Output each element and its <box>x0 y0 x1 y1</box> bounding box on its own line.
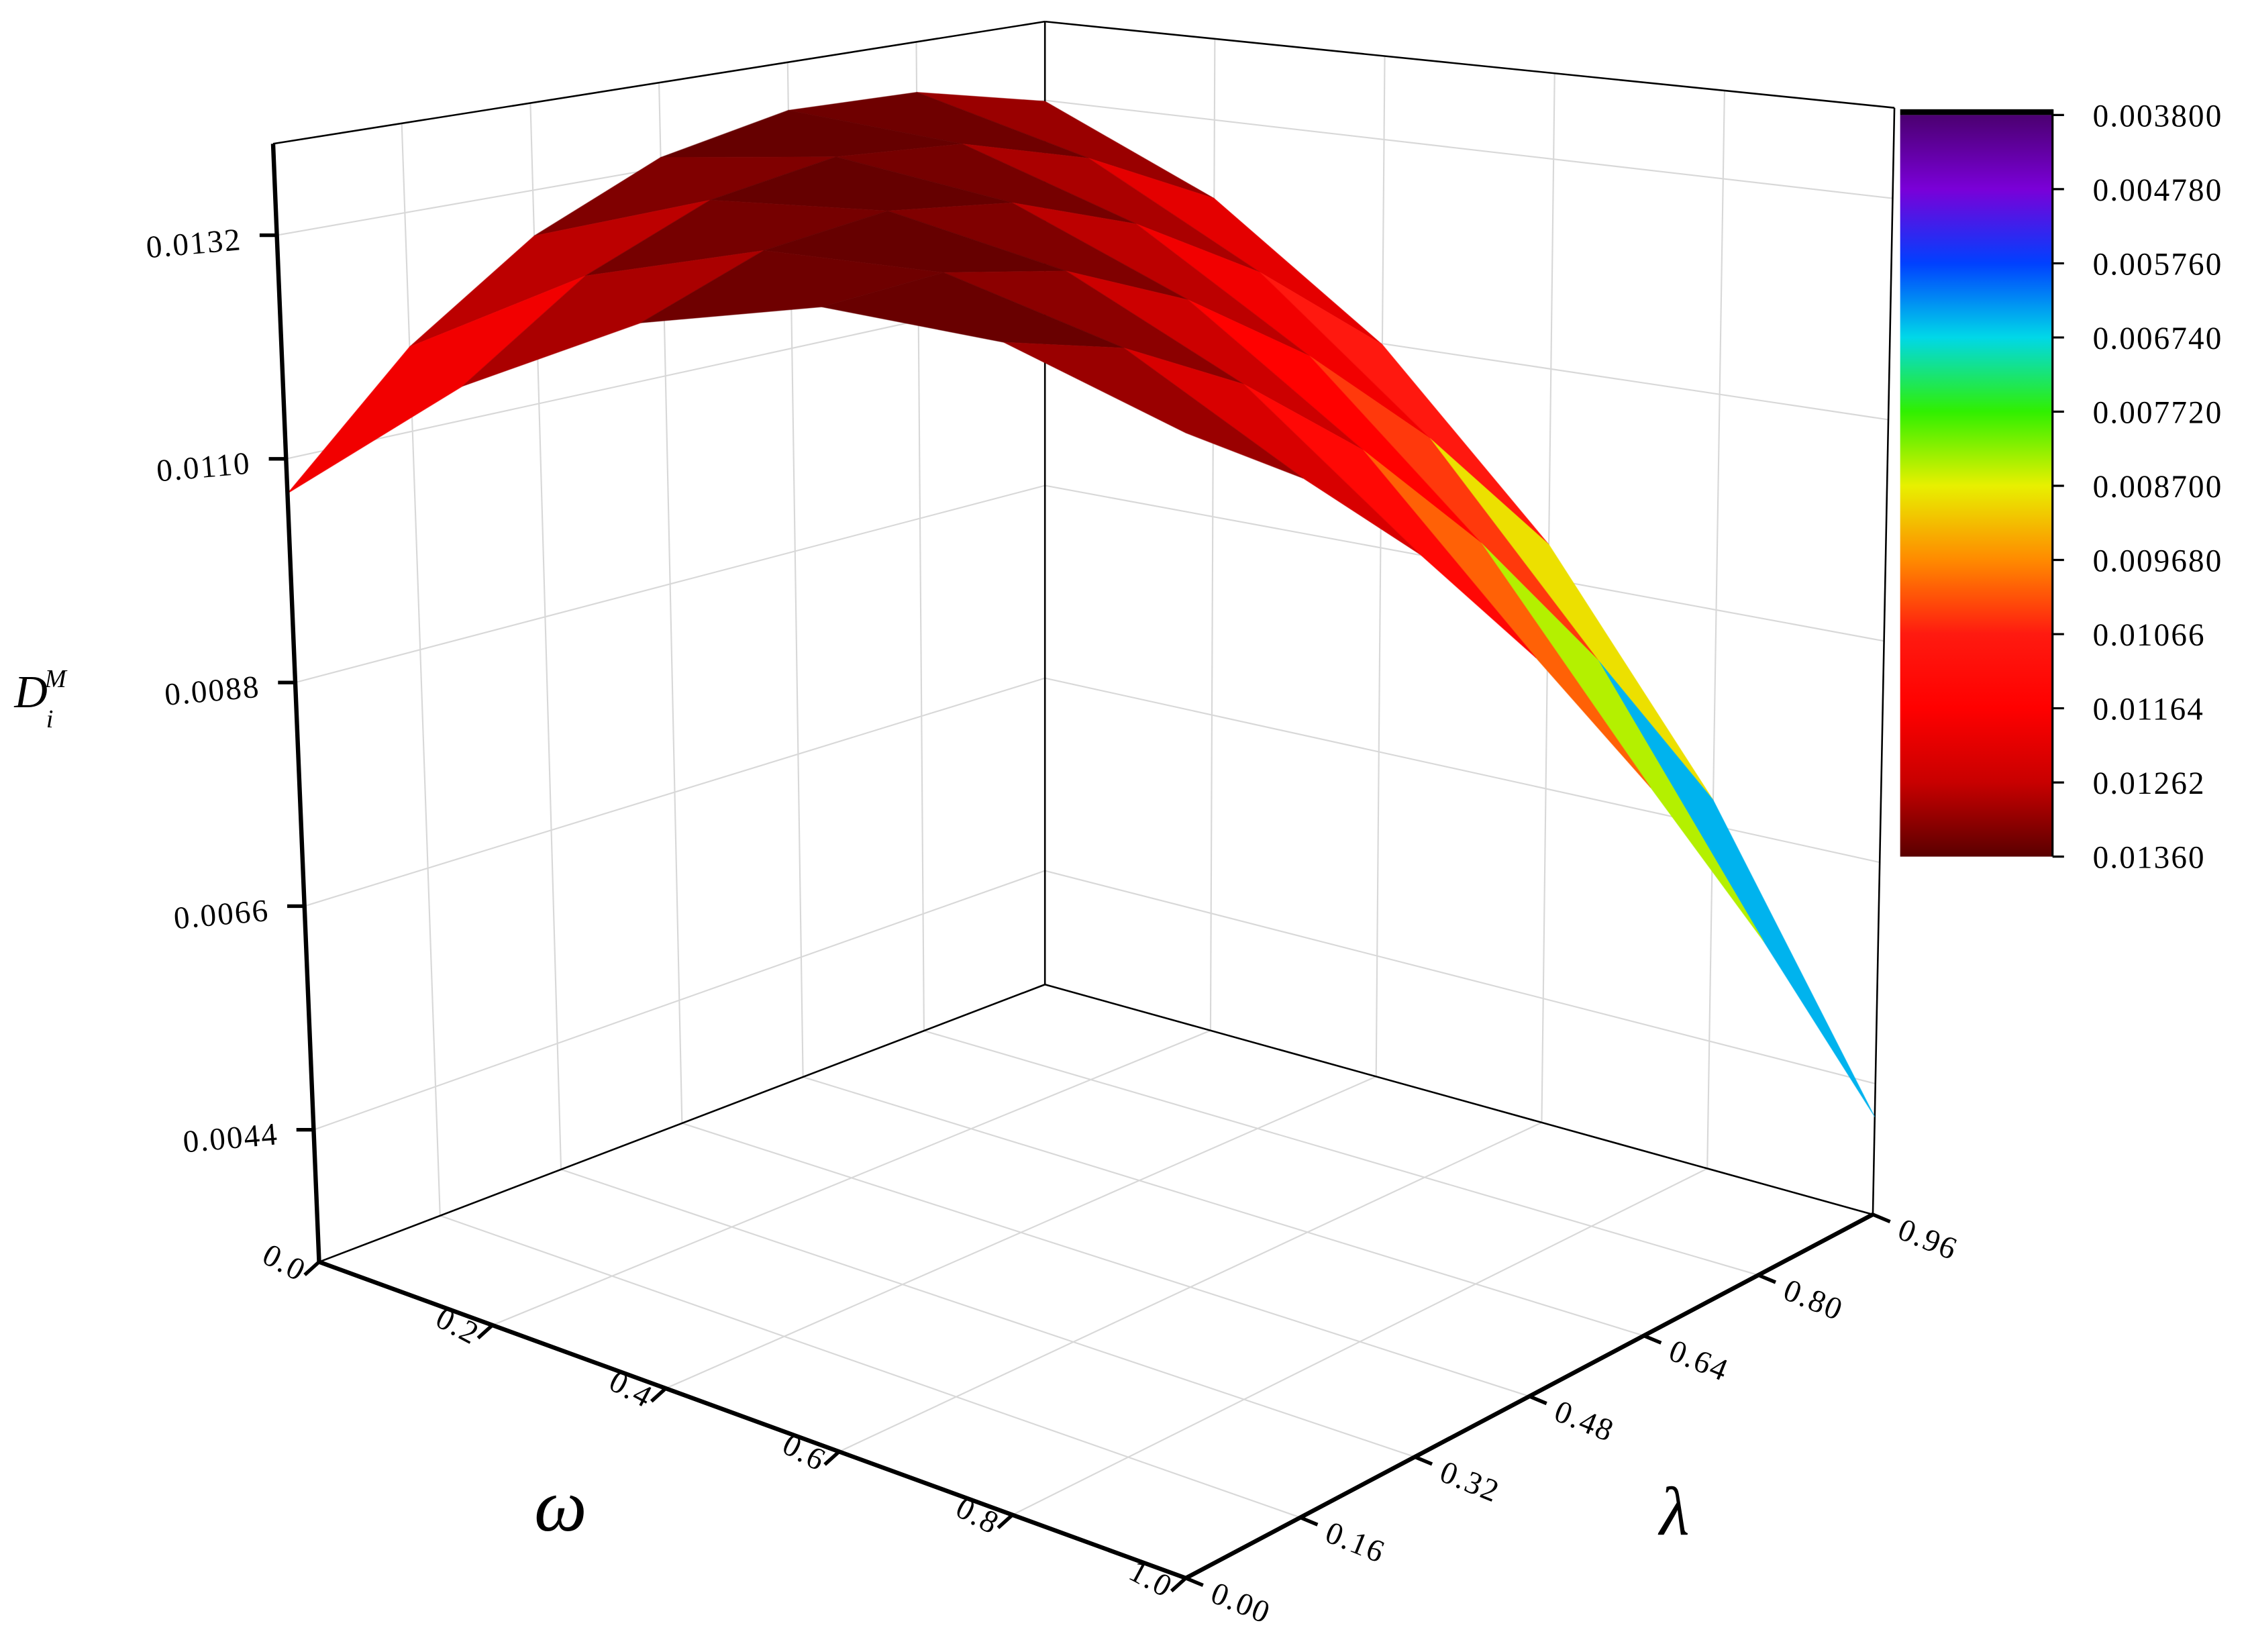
y-axis-label: λ <box>1657 1474 1690 1551</box>
z-tick-label: 0.0044 <box>182 1117 280 1159</box>
grid-line <box>440 1215 1301 1518</box>
z-label-sub: i <box>46 705 54 733</box>
surface-patch <box>1003 342 1304 479</box>
axes: 0.0 0.2 0.4 0.6 0.8 1.0 0.00 0.16 0.32 0.48 0.64 0.… <box>145 144 1963 1631</box>
z-label-sup: M <box>44 665 68 693</box>
colorbar-tick-label: 0.01360 <box>2093 841 2206 876</box>
surface-patch <box>1480 542 1764 942</box>
grid-line <box>1209 38 1216 1031</box>
x-tick-label: 0.4 <box>603 1363 658 1415</box>
surface <box>287 91 1876 1117</box>
colorbar-tick-label: 0.009680 <box>2093 544 2223 579</box>
x-tick <box>997 1513 1014 1529</box>
box-edge <box>1872 107 1896 1215</box>
colorbar-tick-label: 0.01262 <box>2093 766 2206 801</box>
z-tick-label: 0.0088 <box>163 670 261 713</box>
surface-patch <box>1429 437 1714 801</box>
grid-line <box>401 123 441 1216</box>
grid-line <box>560 1168 1415 1458</box>
x-tick <box>303 1260 321 1276</box>
y-tick <box>1643 1334 1662 1345</box>
y-tick <box>1528 1394 1547 1406</box>
box-edge <box>272 20 1045 145</box>
grid-line <box>1045 99 1893 199</box>
colorbar-tick-label: 0.008700 <box>2093 470 2223 505</box>
grid-line <box>313 870 1045 1131</box>
colorbar-tick-label: 0.005760 <box>2093 248 2223 282</box>
y-tick <box>1299 1516 1319 1527</box>
y-tick <box>1414 1455 1433 1466</box>
y-tick-label: 0.16 <box>1321 1515 1390 1570</box>
grid-line <box>1375 56 1386 1077</box>
y-tick-label: 0.32 <box>1435 1454 1505 1509</box>
grid-line <box>803 1076 1644 1337</box>
box-edge <box>1044 984 1874 1216</box>
x-tick-label: 0.8 <box>950 1490 1005 1542</box>
colorbar-tick-label: 0.003800 <box>2093 99 2223 134</box>
colorbar-cap <box>1900 109 2053 115</box>
colorbar-tick-label: 0.01164 <box>2093 692 2204 727</box>
grid-line <box>923 1030 1759 1276</box>
colorbar: 0.003800 0.004780 0.005760 0.006740 0.007720… <box>1900 99 2223 876</box>
grid-line <box>1706 90 1725 1169</box>
y-tick-label: 0.64 <box>1664 1333 1734 1388</box>
z-tick-label: 0.0132 <box>145 222 243 265</box>
grid-line <box>1044 677 1880 864</box>
y-tick <box>1872 1212 1891 1224</box>
colorbar-tick-label: 0.006740 <box>2093 321 2223 356</box>
x-tick <box>1170 1576 1187 1593</box>
z-label-base: D <box>13 666 47 717</box>
box-edge <box>319 984 1045 1263</box>
x-tick-label: 1.0 <box>1123 1553 1178 1605</box>
colorbar-tick-label: 0.01066 <box>2093 618 2206 653</box>
x-axis-label: ω <box>534 1465 587 1547</box>
y-tick-label: 0.80 <box>1778 1273 1848 1328</box>
x-tick <box>650 1387 667 1403</box>
x-axis <box>318 1259 1187 1580</box>
x-tick <box>476 1323 494 1340</box>
x-tick-label: 0.2 <box>430 1300 485 1352</box>
z-tick-label: 0.0066 <box>172 893 270 936</box>
y-tick-label: 0.00 <box>1206 1576 1276 1631</box>
y-tick <box>1185 1576 1204 1588</box>
y-tick <box>1757 1273 1777 1284</box>
grid-line <box>682 1122 1530 1397</box>
box-edge <box>1045 20 1895 109</box>
z-axis <box>270 144 321 1262</box>
colorbar-tick-label: 0.004780 <box>2093 173 2223 208</box>
z-axis-label: DM i <box>13 665 67 733</box>
x-tick <box>823 1450 841 1466</box>
grid-line <box>1044 870 1876 1085</box>
x-tick-label: 0.6 <box>777 1427 832 1479</box>
y-tick-label: 0.96 <box>1893 1212 1963 1267</box>
x-tick-label: 0.0 <box>257 1237 312 1289</box>
z-tick-label: 0.0110 <box>155 446 252 488</box>
colorbar-tick-label: 0.007720 <box>2093 396 2223 431</box>
grid-line <box>295 484 1045 684</box>
grid-line <box>304 677 1045 907</box>
y-tick-label: 0.48 <box>1549 1394 1619 1449</box>
colorbar-body <box>1900 115 2053 857</box>
